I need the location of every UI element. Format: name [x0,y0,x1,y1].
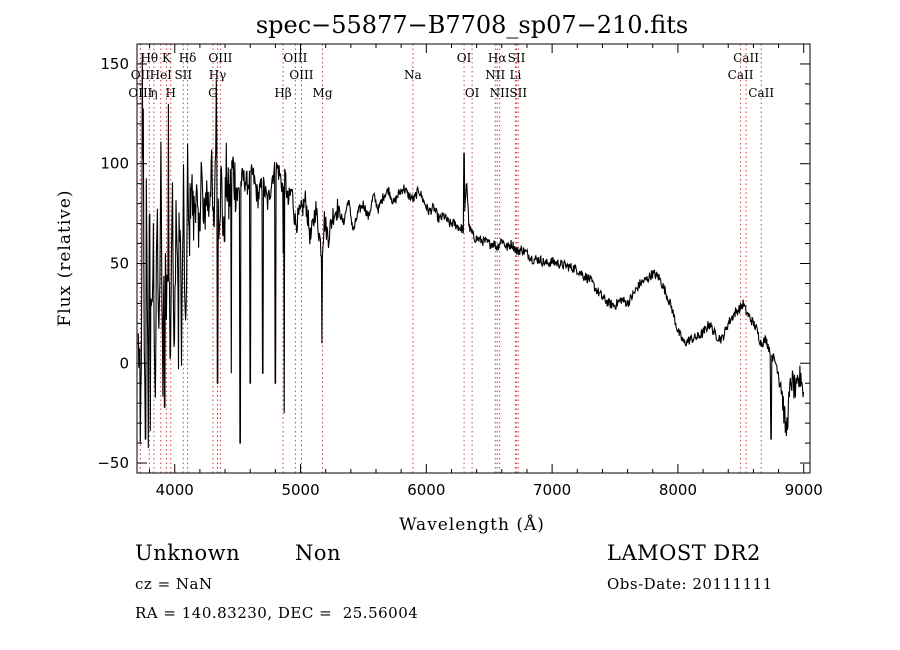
line-label-5: OI [457,51,472,65]
line-label-15: NII [485,68,505,82]
line-label-2: Hδ [179,51,197,65]
line-label-11: SII [174,68,192,82]
object-subclass: Non [295,541,342,565]
line-label-27: CaII [748,86,774,100]
line-label-16: Li [509,68,521,82]
x-tick-label-1: 5000 [281,481,319,499]
x-axis: 4000 5000 6000 7000 8000 9000 [149,44,823,499]
line-label-10: HeI [150,68,173,82]
x-tick-label-2: 6000 [407,481,445,499]
chart-title: spec−55877−B7708_sp07−210.fits [256,11,688,39]
line-label-26: SII [509,86,527,100]
redshift-label: cz = NaN [135,575,213,593]
line-label-19: η [150,86,157,100]
line-markers [139,44,762,473]
line-label-22: Hβ [274,86,291,100]
line-label-14: Na [404,68,422,82]
spectrum-trace [137,53,805,448]
object-class: Unknown [135,541,241,565]
line-label-13: OIII [289,68,313,82]
y-tick-label-0: −50 [97,454,129,472]
x-tick-label-0: 4000 [156,481,194,499]
y-tick-label-2: 50 [110,254,129,272]
line-label-24: OI [465,86,480,100]
line-label-18: OIII [128,86,152,100]
line-label-3: OIII [208,51,232,65]
y-tick-label-1: 0 [119,354,129,372]
line-label-8: CaII [733,51,759,65]
y-tick-label-4: 150 [100,55,129,73]
y-tick-label-3: 100 [100,155,129,173]
survey-name: LAMOST DR2 [607,541,761,565]
y-axis: −50 0 50 100 150 [97,55,810,472]
line-label-12: Hγ [209,68,227,82]
line-label-25: NII [490,86,510,100]
line-label-0: Hθ [140,51,158,65]
line-label-1: K [162,51,172,65]
line-label-7: SII [508,51,526,65]
x-axis-label: Wavelength (Å) [399,514,545,535]
x-tick-label-3: 7000 [533,481,571,499]
coordinates: RA = 140.83230, DEC = 25.56004 [135,604,419,622]
line-label-23: Mg [313,86,333,100]
x-tick-label-5: 9000 [785,481,823,499]
line-label-9: OII [131,68,151,82]
plot-frame [136,43,811,474]
line-label-6: Hα [488,51,507,65]
line-label-17: CaII [728,68,754,82]
line-label-20: H [165,86,175,100]
y-axis-label: Flux (relative) [55,189,75,326]
obs-date: Obs-Date: 20111111 [607,575,773,593]
line-label-4: OIII [283,51,307,65]
x-tick-label-4: 8000 [659,481,697,499]
line-label-21: G [208,86,218,100]
